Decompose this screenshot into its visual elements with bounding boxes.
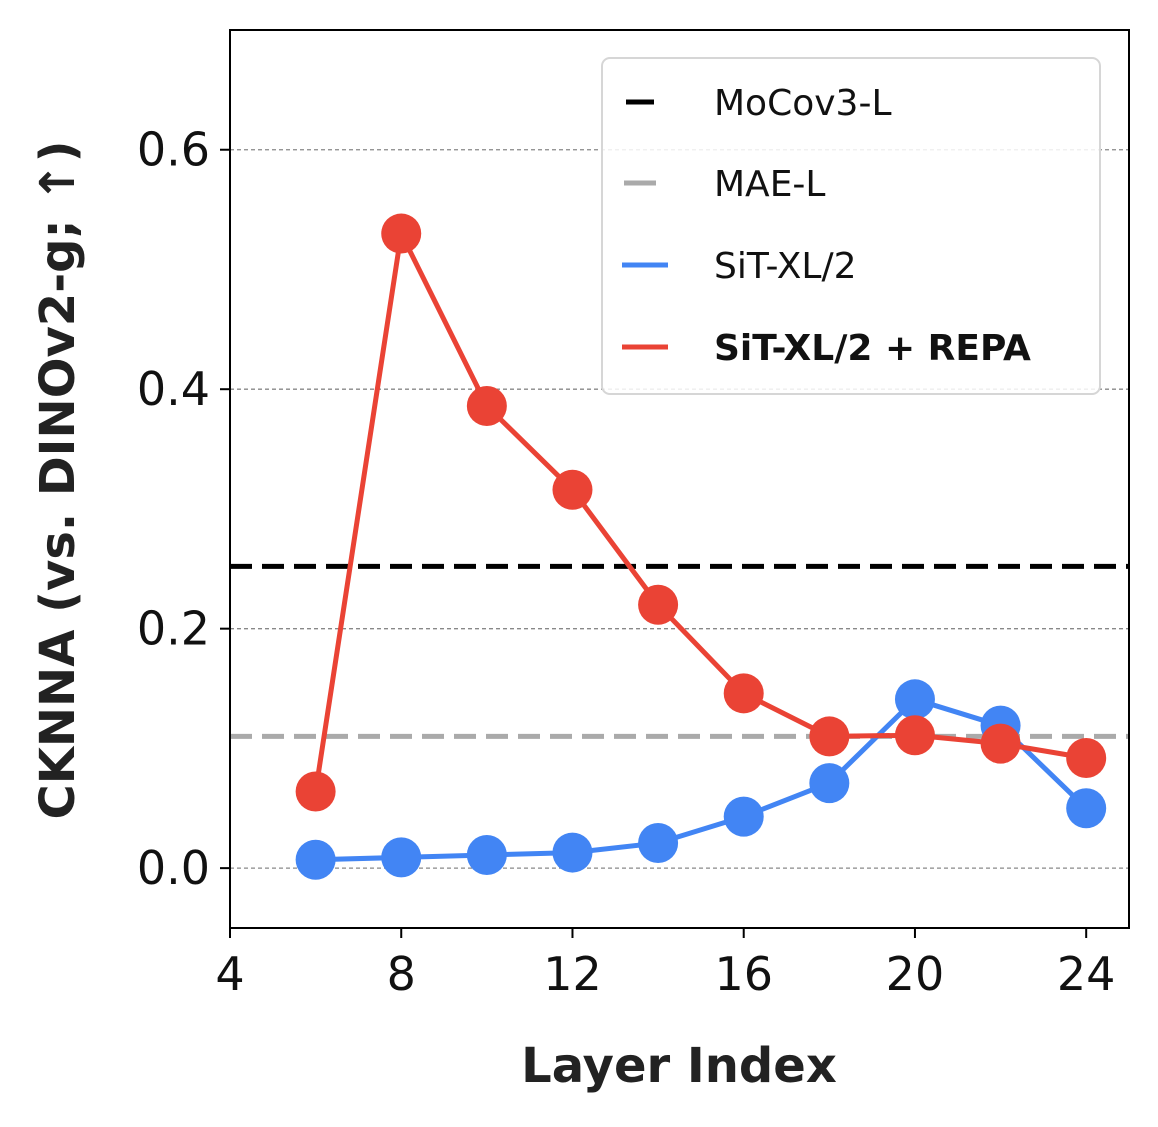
legend-box bbox=[601, 57, 1101, 395]
legend-label-sit-xl-2-repa: SiT-XL/2 + REPA bbox=[714, 328, 1031, 369]
point-sit-xl-2-x24 bbox=[1066, 788, 1107, 829]
point-sit-xl-2-repa-x18 bbox=[809, 716, 850, 757]
point-sit-xl-2-repa-x8 bbox=[381, 213, 422, 254]
series-group bbox=[295, 213, 1107, 880]
point-sit-xl-2-repa-x24 bbox=[1066, 737, 1107, 778]
point-sit-xl-2-repa-x10 bbox=[466, 385, 507, 426]
legend-label-sit-xl-2: SiT-XL/2 bbox=[714, 246, 857, 287]
point-sit-xl-2-x12 bbox=[552, 832, 593, 873]
point-sit-xl-2-x6 bbox=[295, 839, 336, 880]
point-sit-xl-2-x14 bbox=[638, 822, 679, 863]
y-tick-label-1: 0.2 bbox=[137, 602, 210, 656]
legend-item-sit-xl-2: SiT-XL/2 bbox=[622, 246, 857, 287]
plot-frame bbox=[229, 29, 1130, 929]
x-axis-ticks: 4 8 12 16 20 24 bbox=[215, 928, 1115, 1001]
series-line-sit-xl-2 bbox=[313, 696, 1089, 863]
series-line-sit-xl-2-repa bbox=[313, 231, 1089, 794]
y-tick-label-0: 0.0 bbox=[137, 841, 210, 895]
x-tick-label-2: 12 bbox=[543, 947, 602, 1001]
point-sit-xl-2-repa-x16 bbox=[723, 673, 764, 714]
reference-lines bbox=[230, 563, 1129, 739]
point-sit-xl-2-x16 bbox=[723, 796, 764, 837]
x-tick-label-0: 4 bbox=[215, 947, 244, 1001]
point-sit-xl-2-repa-x20 bbox=[894, 715, 935, 756]
legend-label-mae-l: MAE-L bbox=[714, 164, 825, 205]
y-tick-label-2: 0.4 bbox=[137, 362, 210, 416]
x-axis-title: Layer Index bbox=[521, 1038, 837, 1094]
y-axis-title: CKNNA (vs. DINOv2-g; ↑) bbox=[30, 140, 86, 819]
x-tick-label-4: 20 bbox=[886, 947, 945, 1001]
point-sit-xl-2-x10 bbox=[466, 834, 507, 875]
legend-item-mocov3-l: MoCov3-L bbox=[626, 83, 892, 124]
legend: MoCov3-L MAE-L SiT-XL/2 SiT-XL/2 + REPA bbox=[601, 57, 1101, 395]
y-axis-ticks: 0.0 0.2 0.4 0.6 bbox=[137, 123, 230, 895]
point-sit-xl-2-repa-x22 bbox=[980, 723, 1021, 764]
x-tick-label-3: 16 bbox=[714, 947, 773, 1001]
x-tick-label-1: 8 bbox=[387, 947, 416, 1001]
legend-item-mae-l: MAE-L bbox=[624, 164, 825, 205]
y-tick-label-3: 0.6 bbox=[137, 123, 210, 177]
point-sit-xl-2-x20 bbox=[894, 679, 935, 720]
legend-label-mocov3-l: MoCov3-L bbox=[714, 83, 892, 124]
point-sit-xl-2-repa-x6 bbox=[295, 771, 336, 812]
point-sit-xl-2-x8 bbox=[381, 837, 422, 878]
point-sit-xl-2-repa-x12 bbox=[552, 469, 593, 510]
point-sit-xl-2-repa-x14 bbox=[638, 584, 679, 625]
point-sit-xl-2-x18 bbox=[809, 763, 850, 804]
series-sit-xl-2-repa bbox=[295, 213, 1107, 812]
x-tick-label-5: 24 bbox=[1057, 947, 1116, 1001]
legend-item-sit-xl-2-repa: SiT-XL/2 + REPA bbox=[622, 328, 1031, 369]
